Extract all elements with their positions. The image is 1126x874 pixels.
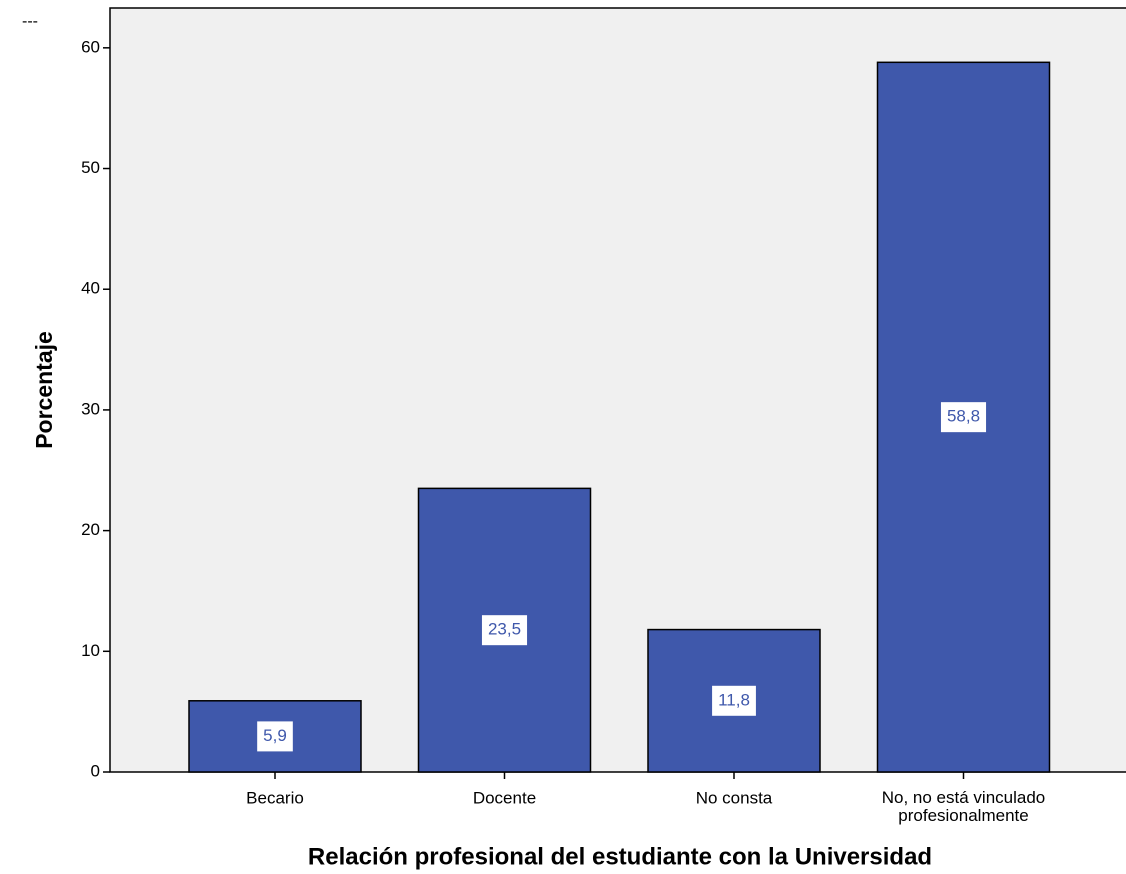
x-tick-label: Becario	[246, 788, 304, 807]
value-label-box	[481, 615, 528, 646]
x-tick-label: No consta	[696, 788, 773, 807]
y-tick-label: 40	[81, 279, 100, 298]
x-tick-label: No, no está vinculado profesionalmente	[882, 788, 1046, 825]
y-tick-label: 20	[81, 520, 100, 539]
y-tick-label: 50	[81, 158, 100, 177]
value-label: 11,8	[718, 690, 750, 709]
value-label-box	[940, 402, 987, 433]
value-label: 23,5	[488, 620, 521, 639]
value-label: 58,8	[947, 407, 980, 426]
value-label: 5,9	[263, 726, 287, 745]
y-tick-label: 30	[81, 399, 100, 418]
x-tick-label: Docente	[473, 788, 536, 807]
corner-marker: ---	[22, 13, 38, 30]
value-label-box	[712, 685, 756, 716]
y-tick-label: 60	[81, 37, 100, 56]
value-label-box	[257, 721, 293, 752]
y-tick-label: 10	[81, 641, 100, 660]
y-axis-title: Porcentaje	[31, 331, 57, 449]
x-axis-title: Relación profesional del estudiante con …	[308, 843, 932, 870]
y-tick-label: 0	[91, 761, 100, 780]
